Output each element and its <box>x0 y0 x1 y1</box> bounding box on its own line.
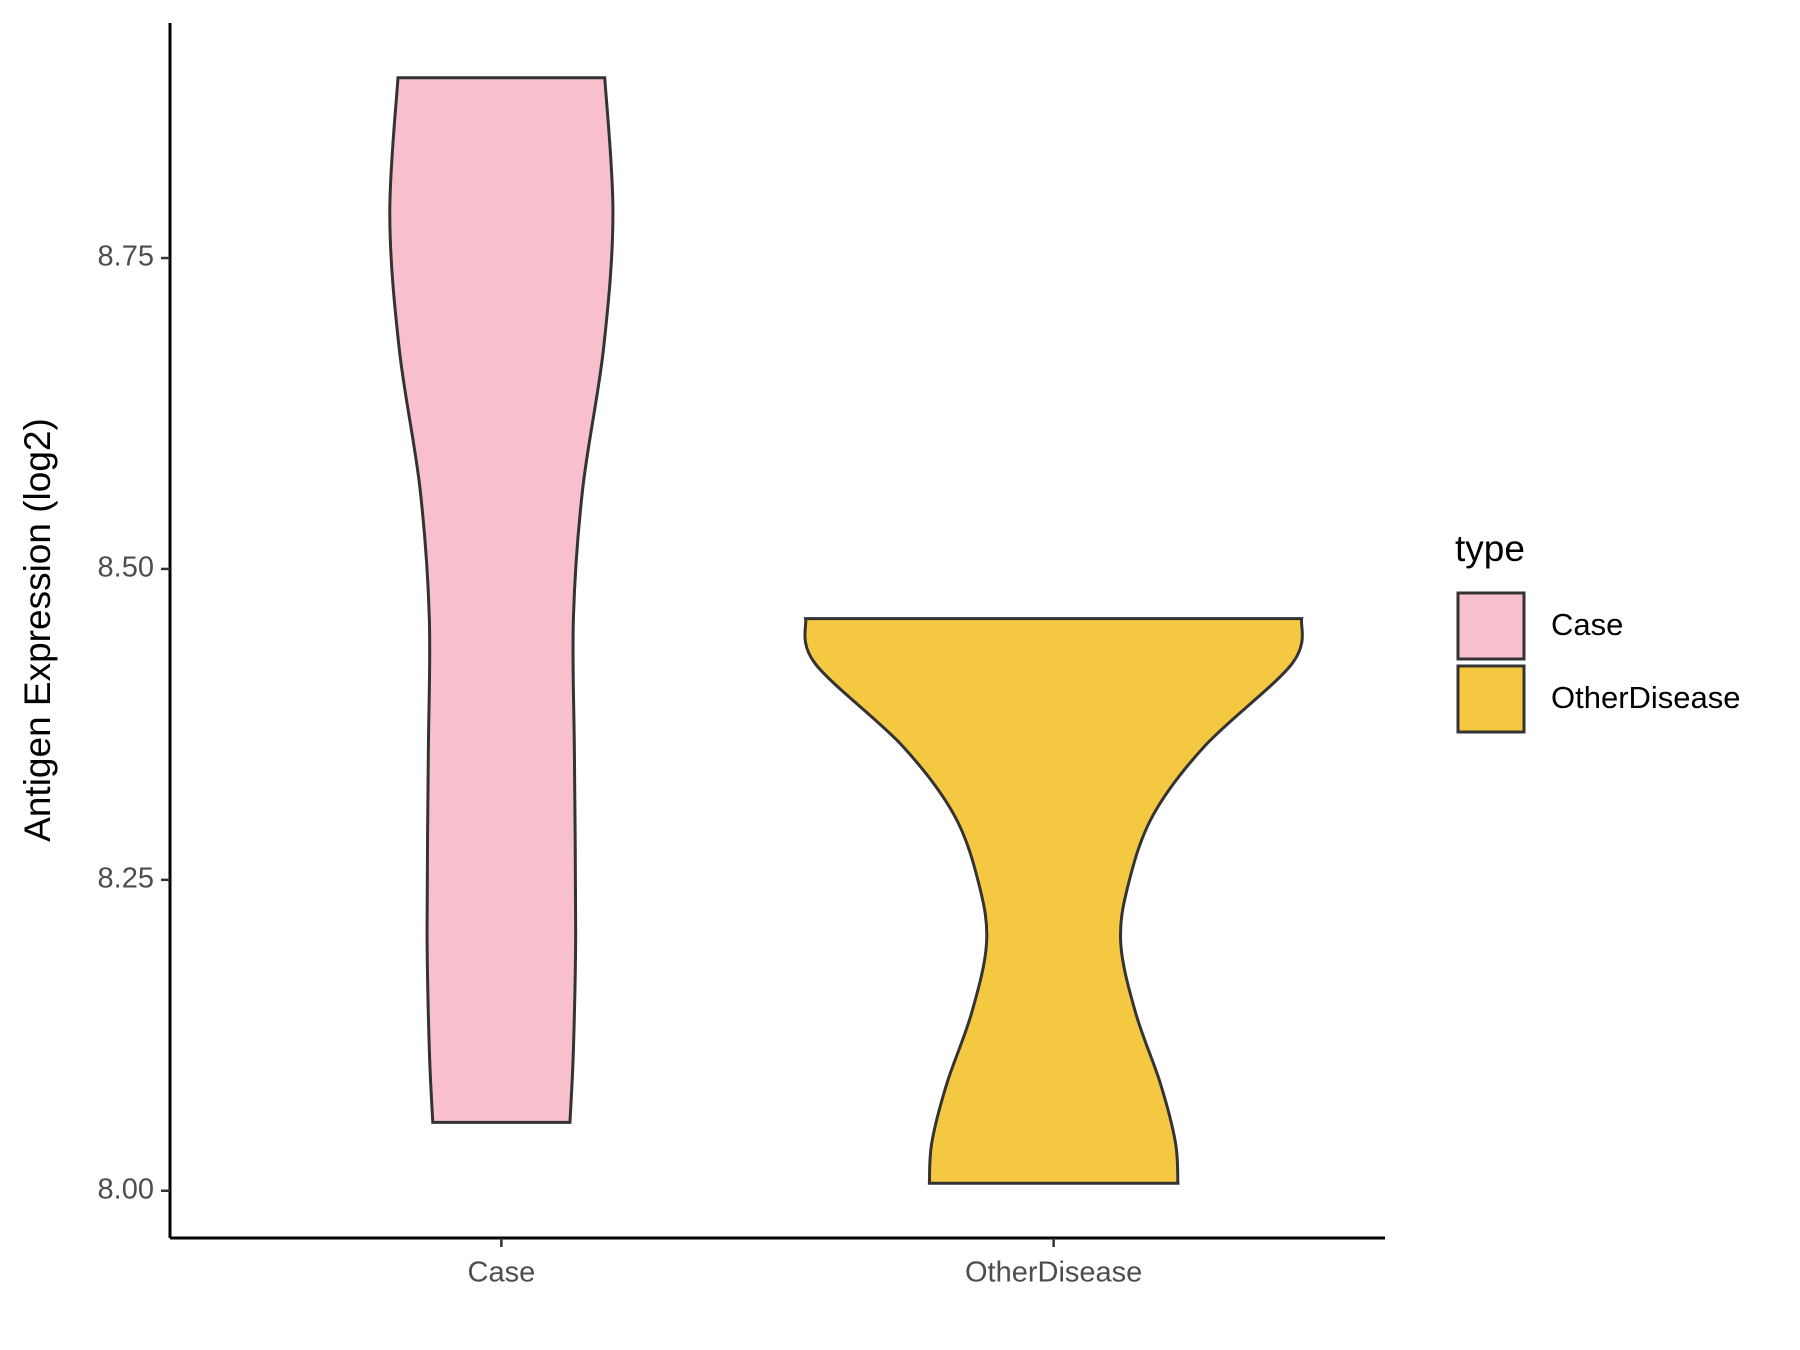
legend-label: OtherDisease <box>1551 680 1741 715</box>
x-tick-label: Case <box>468 1257 536 1289</box>
legend-label: Case <box>1551 607 1623 642</box>
legend-swatch <box>1456 591 1526 661</box>
violin <box>388 76 615 1124</box>
y-axis-title: Antigen Expression (log2) <box>17 418 58 842</box>
y-tick-label: 8.00 <box>98 1173 154 1205</box>
y-tick-label: 8.25 <box>98 862 154 894</box>
legend-swatch <box>1456 664 1526 734</box>
y-tick-label: 8.50 <box>98 552 154 584</box>
violin <box>803 617 1304 1185</box>
y-tick-label: 8.75 <box>98 241 154 273</box>
legend-title: type <box>1455 528 1525 569</box>
x-tick-label: OtherDisease <box>965 1257 1142 1289</box>
